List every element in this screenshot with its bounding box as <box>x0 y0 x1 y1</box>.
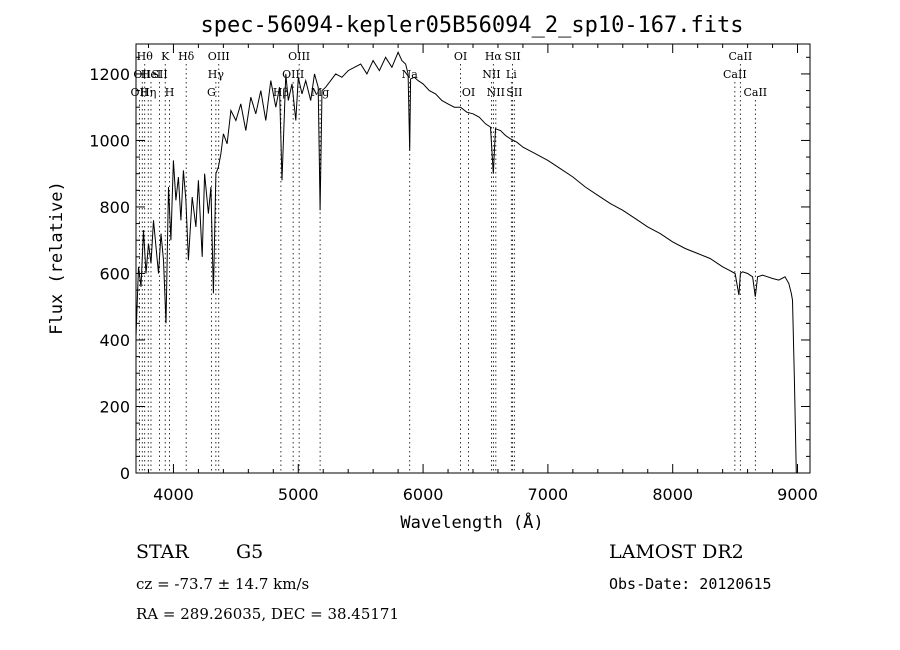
y-tick-label: 200 <box>99 397 130 416</box>
line-marker-label: OII <box>133 68 151 81</box>
x-tick-label: 6000 <box>403 485 444 504</box>
line-marker-label: NII <box>482 68 500 81</box>
line-marker-label: SII <box>151 68 167 81</box>
x-tick-label: 8000 <box>652 485 693 504</box>
spectrum-line <box>135 51 797 474</box>
plot-frame <box>135 43 811 474</box>
y-tick-label: 800 <box>99 198 130 217</box>
line-marker-label: H <box>165 86 175 99</box>
line-marker-label: Hγ <box>208 68 225 81</box>
line-marker-label: G <box>207 86 216 99</box>
line-marker-label: Hη <box>140 86 156 99</box>
line-marker-label: Hα <box>485 50 503 63</box>
line-marker-label: K <box>161 50 170 63</box>
y-tick-label: 600 <box>99 264 130 283</box>
y-tick-label: 0 <box>120 464 130 483</box>
x-tick-label: 5000 <box>278 485 319 504</box>
line-marker-label: CaII <box>743 86 767 99</box>
line-marker-label: CaII <box>723 68 747 81</box>
line-marker-label: HeI <box>141 68 161 81</box>
object-class: STAR <box>136 541 189 563</box>
y-tick-label: 400 <box>99 331 130 350</box>
line-marker-label: OI <box>454 50 467 63</box>
spectral-subclass: G5 <box>236 541 264 563</box>
line-marker-label: CaII <box>729 50 753 63</box>
line-marker-label: NII <box>487 86 505 99</box>
line-marker-label: OIII <box>288 50 310 63</box>
survey-name: LAMOST DR2 <box>609 541 744 563</box>
line-marker-label: Hδ <box>178 50 195 63</box>
x-tick-label: 7000 <box>528 485 569 504</box>
line-marker-label: Hβ <box>273 86 289 99</box>
line-markers: OIIOIIHθHηHeISIIKHHδGHγOIIIHβOIIIOIIIMgN… <box>131 50 767 473</box>
x-tick-label: 4000 <box>153 485 194 504</box>
line-marker-label: Mg <box>311 86 329 99</box>
line-marker-label: Hθ <box>137 50 154 63</box>
line-marker-label: OI <box>462 86 475 99</box>
y-tick-label: 1200 <box>89 65 130 84</box>
x-tick-label: 9000 <box>777 485 818 504</box>
line-marker-label: Li <box>506 68 517 81</box>
x-axis-label: Wavelength (Å) <box>400 511 543 533</box>
observation-date: Obs-Date: 20120615 <box>609 575 772 593</box>
y-axis-label: Flux (relative) <box>47 181 67 335</box>
coordinates: RA = 289.26035, DEC = 38.45171 <box>136 605 400 623</box>
line-marker-label: OII <box>131 86 149 99</box>
chart-title: spec-56094-kepler05B56094_2_sp10-167.fit… <box>200 13 743 38</box>
line-marker-label: SII <box>506 86 522 99</box>
x-axis-ticks: 4000 5000 6000 7000 8000 9000 <box>147 44 818 504</box>
y-tick-label: 1000 <box>89 131 130 150</box>
line-marker-label: SII <box>504 50 520 63</box>
redshift-value: cz = -73.7 ± 14.7 km/s <box>136 575 310 593</box>
y-axis-ticks: 0 200 400 600 800 1000 1200 <box>89 56 810 483</box>
line-marker-label: OIII <box>208 50 230 63</box>
